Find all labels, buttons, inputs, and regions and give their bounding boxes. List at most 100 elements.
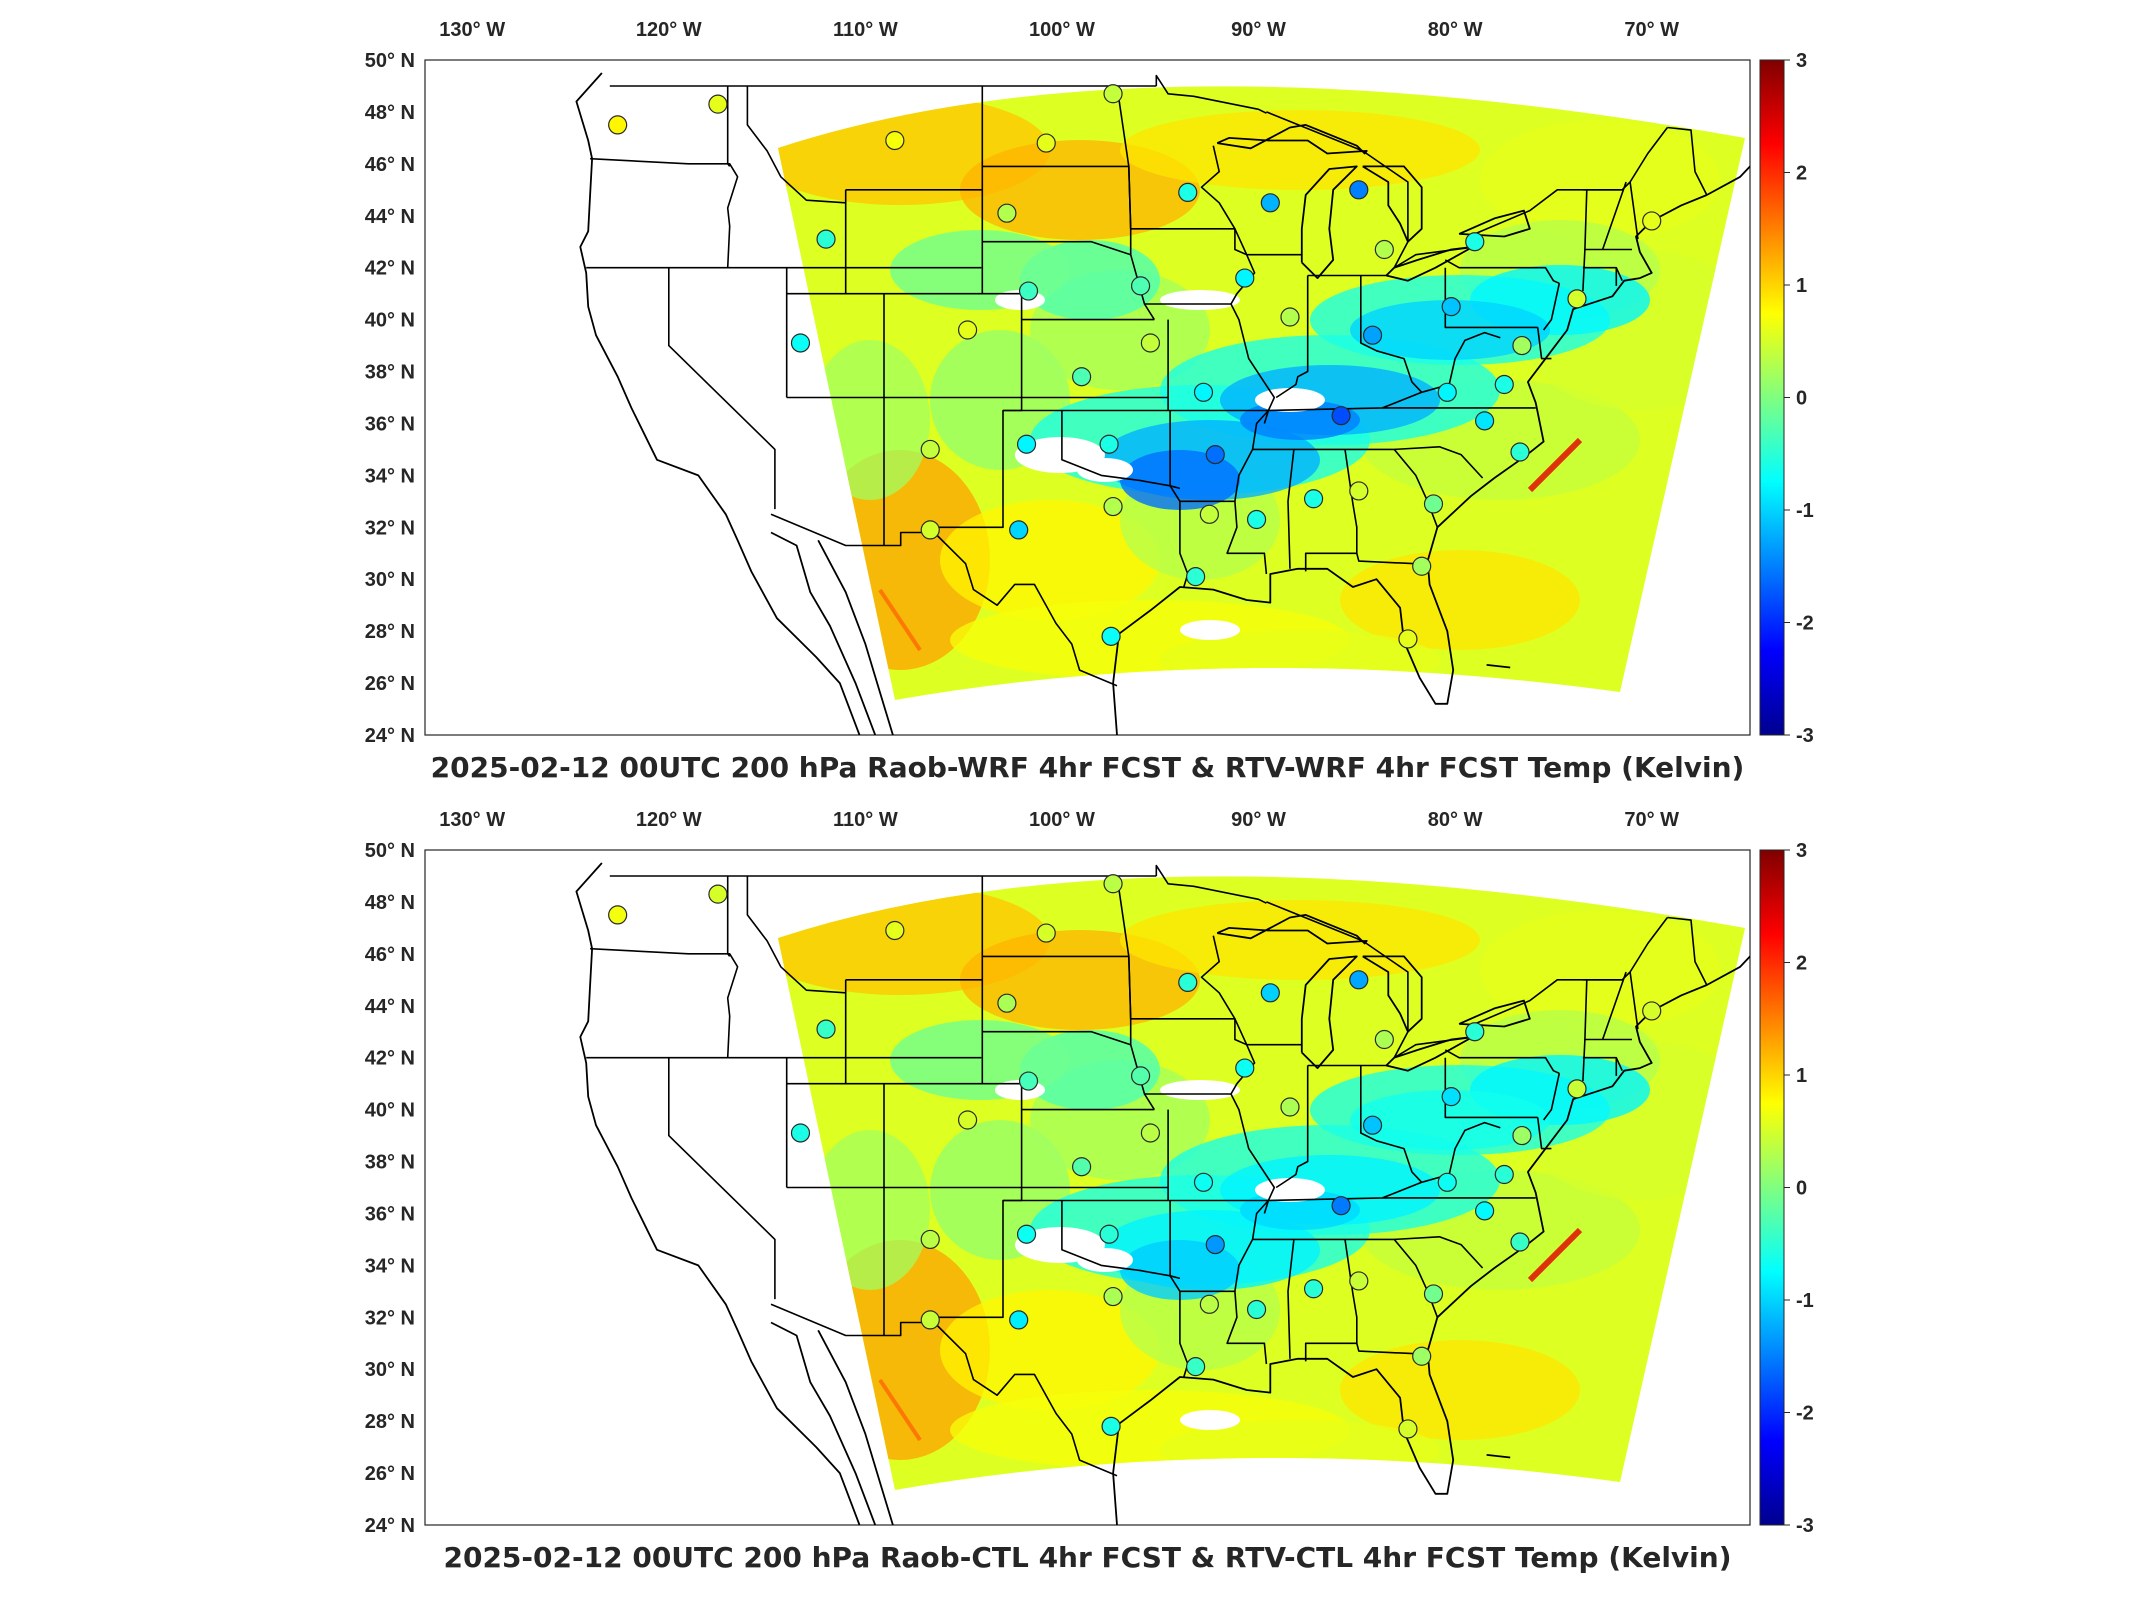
raob-station-marker <box>1412 1346 1432 1366</box>
raob-station-marker <box>1235 1058 1255 1078</box>
raob-station-marker <box>1349 970 1369 990</box>
raob-station-marker <box>1186 1357 1206 1377</box>
raob-station-marker <box>1374 239 1394 260</box>
raob-station-marker <box>816 1019 836 1039</box>
lat-tick-label: 48° N <box>365 102 415 124</box>
colorbar <box>1759 849 1785 1526</box>
colorbar-tick-label: 3 <box>1796 50 1807 72</box>
raob-station-marker <box>1349 1271 1369 1291</box>
raob-station-marker <box>608 115 628 135</box>
raob-station-marker <box>885 920 905 941</box>
map-figure-top: 130° W 120° W 110° W 100° W 90° W 80° W 70° W 5… <box>365 19 1814 784</box>
lon-tick-label: 110° W <box>833 809 898 831</box>
raob-station-marker <box>1016 434 1037 454</box>
raob-station-marker <box>1199 504 1219 524</box>
raob-station-marker <box>1423 1284 1444 1304</box>
raob-station-marker <box>1280 307 1300 327</box>
raob-station-marker <box>1280 1097 1300 1117</box>
raob-station-marker <box>1036 923 1056 943</box>
raob-station-marker <box>957 1110 978 1130</box>
raob-station-marker <box>1018 1071 1039 1091</box>
raob-station-marker <box>1101 626 1121 646</box>
raob-station-marker <box>1303 489 1324 509</box>
lat-tick-label: 50° N <box>365 840 415 862</box>
colorbar-tick-label: 0 <box>1796 388 1807 410</box>
colorbar-tick-label: 2 <box>1796 163 1807 185</box>
lat-tick-label: 26° N <box>365 673 415 695</box>
colorbar-tick-label: 2 <box>1796 953 1807 975</box>
raob-station-marker <box>1036 133 1056 153</box>
lat-tick-label: 28° N <box>365 621 415 643</box>
lat-tick-label: 38° N <box>365 362 415 384</box>
raob-station-marker <box>920 439 940 460</box>
lat-tick-label: 44° N <box>365 206 415 228</box>
raob-station-marker <box>1475 411 1495 431</box>
raob-station-marker <box>1246 509 1267 530</box>
coastlines-and-state-borders <box>575 862 1750 1525</box>
map-panel-bottom: 130° W 120° W 110° W 100° W 90° W 80° W 70° W 5… <box>0 790 2133 1590</box>
raob-station-marker <box>1437 382 1457 402</box>
raob-station-marker <box>1205 1235 1225 1255</box>
colorbar-tick-label: 0 <box>1796 1178 1807 1200</box>
lon-tick-label: 110° W <box>833 19 898 41</box>
colorbar-tick-label: -2 <box>1796 1403 1814 1425</box>
raob-station-marker <box>1441 1087 1461 1107</box>
raob-station-marker <box>1103 874 1123 894</box>
lon-tick-label: 130° W <box>439 19 505 41</box>
lat-tick-label: 34° N <box>365 1255 415 1277</box>
colorbar-tick-label: -2 <box>1796 613 1814 635</box>
raob-station-marker <box>1349 180 1369 200</box>
raob-station-marker <box>1072 367 1092 387</box>
lon-tick-label: 90° W <box>1231 809 1286 831</box>
raob-station-marker <box>1205 445 1225 465</box>
raob-station-marker <box>790 333 811 353</box>
colorbar <box>1759 59 1785 736</box>
raob-station-marker <box>1475 1201 1495 1221</box>
raob-stations <box>608 84 1662 649</box>
lon-tick-label: 130° W <box>439 809 505 831</box>
colorbar-tick-label: 3 <box>1796 840 1807 862</box>
raob-station-marker <box>1437 1172 1457 1192</box>
lon-tick-label: 120° W <box>636 19 702 41</box>
lat-tick-label: 40° N <box>365 310 415 332</box>
raob-station-marker <box>1362 325 1383 345</box>
raob-station-marker <box>1260 193 1280 213</box>
raob-station-marker <box>1567 1079 1587 1099</box>
raob-station-marker <box>1642 211 1662 231</box>
lat-tick-label: 26° N <box>365 1463 415 1485</box>
raob-station-marker <box>708 94 728 114</box>
raob-station-marker <box>1140 333 1161 353</box>
raob-station-marker <box>885 130 905 151</box>
raob-station-marker <box>1494 374 1514 395</box>
raob-station-marker <box>1303 1279 1324 1299</box>
lat-tick-label: 42° N <box>365 1048 415 1070</box>
raob-station-marker <box>1412 556 1432 576</box>
raob-station-marker <box>1018 281 1039 301</box>
raob-station-marker <box>1101 1416 1121 1436</box>
colorbar-tick-label: 1 <box>1796 1065 1807 1087</box>
lat-tick-label: 42° N <box>365 258 415 280</box>
raob-station-marker <box>1099 434 1119 454</box>
lat-tick-label: 24° N <box>365 725 415 747</box>
raob-station-marker <box>1140 1123 1161 1143</box>
raob-station-marker <box>1186 567 1206 587</box>
colorbar-tick-label: -3 <box>1796 725 1814 747</box>
raob-station-marker <box>1246 1299 1267 1320</box>
lat-tick-label: 24° N <box>365 1515 415 1537</box>
lat-tick-label: 36° N <box>365 1203 415 1225</box>
raob-station-marker <box>920 1229 940 1250</box>
lat-tick-label: 30° N <box>365 569 415 591</box>
raob-station-marker <box>1465 232 1485 252</box>
lat-tick-label: 36° N <box>365 413 415 435</box>
raob-station-marker <box>1178 182 1198 203</box>
raob-station-marker <box>1362 1115 1383 1135</box>
raob-station-marker <box>1072 1157 1092 1177</box>
raob-station-marker <box>1009 1310 1029 1330</box>
lat-tick-label: 46° N <box>365 944 415 966</box>
raob-station-marker <box>1465 1022 1485 1042</box>
raob-station-marker <box>1016 1224 1037 1244</box>
raob-station-marker <box>1130 276 1151 296</box>
lon-tick-label: 80° W <box>1428 19 1483 41</box>
lon-tick-label: 100° W <box>1029 19 1095 41</box>
raob-station-marker <box>920 520 940 540</box>
